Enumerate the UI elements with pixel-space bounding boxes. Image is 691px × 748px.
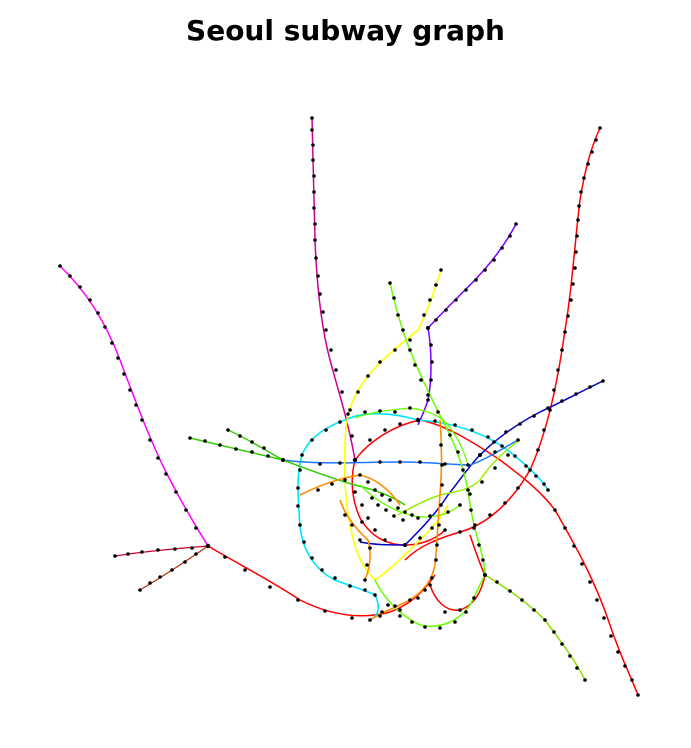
line-red-inner [354, 419, 639, 696]
line-red-loop [351, 459, 446, 546]
graph-title: Seoul subway graph [186, 14, 505, 47]
line-blue-east [359, 380, 604, 546]
line-green-south-loop [374, 574, 486, 627]
line-green-east [397, 439, 521, 516]
line-pink-north [311, 117, 356, 461]
line-red-south [429, 534, 486, 611]
line-yellow [343, 269, 449, 582]
line-green-west2 [227, 429, 284, 461]
line-red-east [404, 127, 601, 561]
line-blue-mid [282, 439, 519, 466]
line-magenta-west [59, 265, 209, 547]
line-green-north [389, 282, 486, 576]
line-purple [417, 223, 517, 426]
line-orange [299, 419, 443, 621]
line-green-west [189, 437, 406, 506]
line-green-southeast [484, 574, 586, 681]
station-dots [58, 116, 640, 697]
